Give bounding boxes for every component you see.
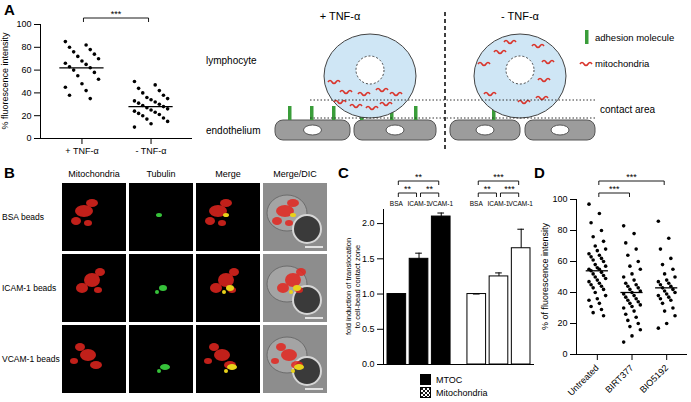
svg-text:1.0: 1.0 <box>362 289 375 299</box>
svg-text:ICAM-1: ICAM-1 <box>408 200 430 207</box>
svg-text:VCAM-1 beads: VCAM-1 beads <box>2 354 60 364</box>
svg-text:Tubulin: Tubulin <box>146 169 175 179</box>
svg-text:**: ** <box>484 184 492 194</box>
svg-text:***: *** <box>626 172 637 182</box>
svg-text:+ TNF-α: + TNF-α <box>320 10 361 22</box>
svg-text:Merge: Merge <box>215 169 241 179</box>
svg-text:adhesion molecule: adhesion molecule <box>595 32 674 43</box>
svg-text:BIO5192: BIO5192 <box>638 363 670 395</box>
svg-text:2.0: 2.0 <box>362 218 375 228</box>
html-text:MTOC: MTOC <box>436 374 463 385</box>
html-text:Mitochondria: Mitochondria <box>436 387 488 398</box>
svg-text:**: ** <box>404 184 412 194</box>
svg-text:- TNF-α: - TNF-α <box>501 10 540 22</box>
svg-text:Mitochondria: Mitochondria <box>68 169 120 179</box>
svg-text:***: *** <box>111 9 122 19</box>
svg-text:**: ** <box>426 184 434 194</box>
svg-text:60: 60 <box>557 256 567 266</box>
svg-text:lymphocyte: lymphocyte <box>206 55 257 66</box>
svg-text:80: 80 <box>557 225 567 235</box>
svg-text:0.5: 0.5 <box>362 324 375 334</box>
svg-text:Merge/DIC: Merge/DIC <box>273 169 317 179</box>
svg-text:100: 100 <box>16 19 31 29</box>
svg-text:VCAM-1: VCAM-1 <box>508 200 533 207</box>
svg-text:VCAM-1: VCAM-1 <box>428 200 453 207</box>
html-text:B: B <box>4 164 15 181</box>
svg-text:endothelium: endothelium <box>206 125 260 136</box>
svg-text:ICAM-1 beads: ICAM-1 beads <box>2 283 56 293</box>
svg-text:Untreated: Untreated <box>566 363 601 398</box>
svg-text:0: 0 <box>562 349 567 359</box>
svg-text:***: *** <box>609 184 620 194</box>
svg-text:20: 20 <box>557 318 567 328</box>
svg-text:0.0: 0.0 <box>362 359 375 369</box>
html-text:D: D <box>534 164 545 181</box>
svg-text:% fluorescence intensity: % fluorescence intensity <box>0 32 10 130</box>
svg-text:- TNF-α: - TNF-α <box>136 146 167 156</box>
svg-text:BSA: BSA <box>390 200 404 207</box>
svg-text:% of fluorescence intensity: % of fluorescence intensity <box>540 222 550 330</box>
svg-text:40: 40 <box>21 88 31 98</box>
svg-text:1.5: 1.5 <box>362 254 375 264</box>
svg-text:ICAM-1: ICAM-1 <box>487 200 509 207</box>
svg-text:BSA beads: BSA beads <box>2 212 44 222</box>
svg-text:BSA: BSA <box>470 200 484 207</box>
svg-text:**: ** <box>415 172 423 182</box>
svg-text:+ TNF-α: + TNF-α <box>65 146 98 156</box>
svg-text:100: 100 <box>552 194 567 204</box>
html-text:C: C <box>338 164 349 181</box>
svg-text:20: 20 <box>21 111 31 121</box>
svg-text:40: 40 <box>557 287 567 297</box>
svg-text:80: 80 <box>21 42 31 52</box>
svg-text:BIRT377: BIRT377 <box>603 363 635 395</box>
svg-text:mitochondria: mitochondria <box>595 58 650 69</box>
svg-text:60: 60 <box>21 65 31 75</box>
html-text:A: A <box>4 1 15 18</box>
svg-text:contact area: contact area <box>600 104 655 115</box>
svg-text:0: 0 <box>26 133 31 143</box>
svg-text:***: *** <box>493 172 504 182</box>
svg-text:fold induction of translocatio: fold induction of translocationto cell-b… <box>344 238 362 335</box>
svg-text:***: *** <box>504 184 515 194</box>
